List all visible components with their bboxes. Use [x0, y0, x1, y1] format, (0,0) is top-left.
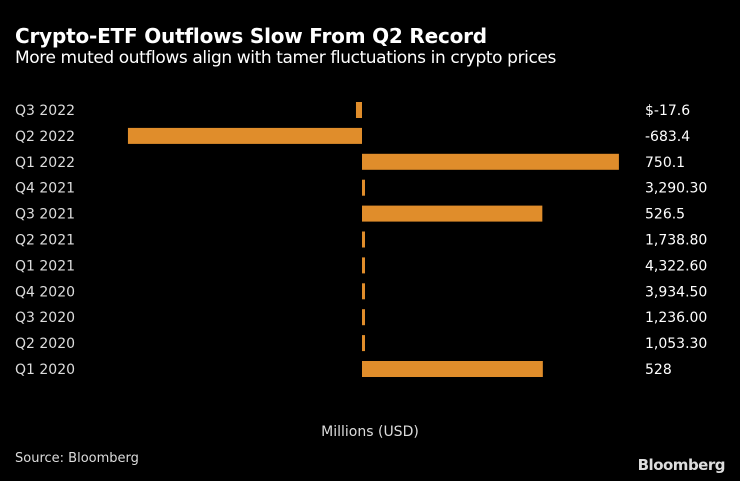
category-label: Q3 2021	[15, 207, 75, 223]
category-label: Q2 2021	[15, 233, 75, 249]
data-label: $-17.6	[645, 103, 690, 119]
data-label: 3,934.50	[645, 284, 707, 300]
bar-chart: Q3 2022 $-17.6 Q2 2022 -683.4 Q1 2022 750.1 Q4…	[15, 102, 707, 378]
bloomberg-logo: Bloomberg	[637, 456, 726, 474]
data-label: 1,053.30	[645, 336, 707, 352]
bar	[362, 283, 365, 300]
bar	[362, 205, 543, 222]
bar	[355, 102, 362, 118]
data-label: -683.4	[645, 129, 690, 145]
bar	[362, 153, 619, 170]
bar	[362, 231, 365, 248]
data-label: 1,236.00	[645, 310, 707, 326]
category-label: Q1 2021	[15, 258, 75, 274]
category-label: Q2 2020	[15, 336, 75, 352]
chart-title: Crypto-ETF Outflows Slow From Q2 Record	[15, 24, 487, 48]
data-label: 3,290.30	[645, 181, 707, 197]
data-label: 4,322.60	[645, 258, 707, 274]
data-label: 528	[645, 362, 672, 378]
category-label: Q2 2022	[15, 129, 75, 145]
chart-subtitle: More muted outflows align with tamer flu…	[15, 48, 556, 68]
data-label: 750.1	[645, 155, 685, 171]
x-axis-label: Millions (USD)	[321, 424, 419, 440]
bar	[362, 335, 365, 352]
source-note: Source: Bloomberg	[15, 451, 139, 466]
data-label: 526.5	[645, 207, 685, 223]
category-label: Q1 2022	[15, 155, 75, 171]
bar	[362, 309, 365, 326]
bar	[362, 257, 365, 274]
bar	[362, 361, 543, 377]
data-label: 1,738.80	[645, 233, 707, 249]
category-label: Q1 2020	[15, 362, 75, 378]
category-label: Q3 2020	[15, 310, 75, 326]
category-label: Q3 2022	[15, 103, 75, 119]
category-label: Q4 2020	[15, 284, 75, 300]
category-label: Q4 2021	[15, 181, 75, 197]
bar	[362, 179, 365, 196]
bar	[127, 127, 362, 144]
